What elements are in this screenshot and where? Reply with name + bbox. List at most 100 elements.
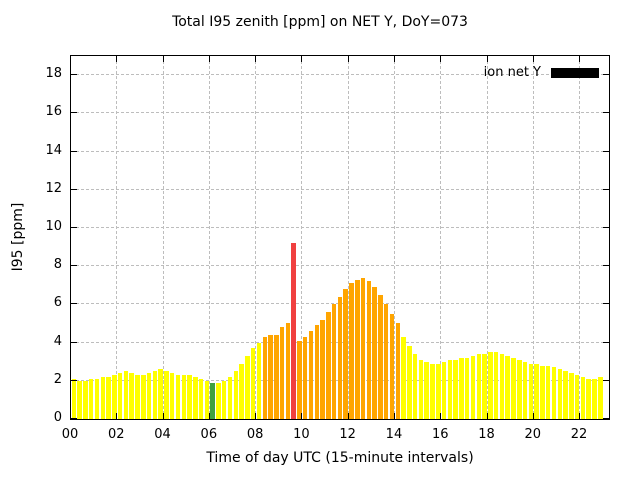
bar — [302, 336, 308, 419]
bar — [383, 304, 389, 419]
y-tick-label: 12 — [45, 180, 62, 196]
x-tick-label: 14 — [385, 427, 403, 442]
y-tickmark — [71, 265, 77, 267]
bar — [557, 369, 563, 419]
y-tickmark — [603, 265, 609, 267]
bar — [146, 373, 152, 419]
gridline — [116, 56, 118, 419]
bar — [378, 294, 383, 419]
bar — [459, 357, 464, 419]
x-tickmark — [579, 413, 581, 419]
bar — [123, 371, 129, 419]
x-tick-label: 12 — [339, 427, 356, 442]
y-tickmark — [71, 303, 77, 305]
bar — [436, 363, 441, 419]
y-tick-label: 10 — [45, 218, 62, 234]
bar — [534, 363, 539, 419]
x-axis-label: Time of day UTC (15-minute intervals) — [206, 450, 474, 466]
plot-area: ion net Y — [70, 55, 610, 420]
x-tickmark — [440, 56, 442, 62]
x-tickmark — [486, 413, 488, 419]
bar — [511, 357, 516, 419]
gridline — [71, 150, 609, 152]
bar — [117, 373, 123, 419]
x-tickmark — [116, 56, 118, 62]
gridline — [71, 188, 609, 190]
bar — [395, 323, 401, 419]
bar — [77, 380, 82, 419]
bar — [233, 371, 239, 419]
bar — [175, 375, 181, 419]
gridline — [532, 56, 534, 419]
x-tick-label: 02 — [107, 427, 125, 442]
x-tickmark — [70, 413, 71, 419]
bar — [598, 376, 603, 419]
bar — [499, 354, 505, 419]
bar — [464, 357, 470, 419]
bar — [563, 371, 568, 419]
y-tickmark — [603, 226, 609, 228]
gridline — [255, 56, 257, 419]
x-tickmark — [162, 413, 164, 419]
bar — [204, 380, 210, 419]
bar — [418, 359, 424, 419]
x-tickmark — [208, 56, 210, 62]
x-tick-label: 08 — [246, 427, 264, 442]
x-tick-label: 04 — [154, 427, 171, 442]
bar — [580, 376, 586, 419]
bar — [158, 369, 163, 419]
y-tickmark — [603, 379, 609, 381]
bar — [245, 355, 250, 419]
x-tick-label: 16 — [431, 427, 449, 442]
bar — [308, 331, 314, 419]
bar — [337, 296, 343, 419]
bar — [193, 376, 198, 419]
bar — [424, 361, 429, 419]
bar — [227, 376, 233, 419]
bar — [291, 243, 296, 419]
gridline — [301, 56, 303, 419]
gridline — [71, 226, 609, 228]
bar — [279, 327, 285, 419]
bar — [453, 359, 458, 419]
x-tick-label: 00 — [61, 427, 79, 442]
x-tickmark — [301, 413, 303, 419]
x-tick-label: 10 — [293, 427, 310, 442]
bar — [505, 355, 510, 419]
bar — [331, 304, 337, 419]
bar — [320, 319, 325, 419]
x-tickmark — [301, 56, 303, 62]
bar — [216, 382, 221, 419]
legend-swatch — [551, 67, 599, 78]
bar — [493, 352, 499, 419]
bar — [268, 334, 273, 419]
y-tickmark — [603, 150, 609, 152]
gridline — [486, 56, 488, 419]
x-tickmark — [347, 413, 349, 419]
x-tickmark — [347, 56, 349, 62]
bar — [198, 378, 204, 419]
x-tickmark — [162, 56, 164, 62]
bar — [569, 373, 574, 419]
bar — [222, 380, 227, 419]
bar — [528, 363, 534, 419]
x-tickmark — [579, 56, 581, 62]
bar — [470, 355, 476, 419]
bar — [181, 375, 186, 419]
bar — [360, 277, 366, 419]
y-tick-label: 14 — [45, 142, 62, 158]
bar — [592, 378, 597, 419]
bar — [430, 363, 435, 419]
gridline — [162, 56, 164, 419]
x-tickmark — [486, 56, 488, 62]
bar — [88, 378, 94, 419]
bar — [210, 382, 215, 419]
y-tickmark — [603, 303, 609, 305]
x-tick-label: 18 — [478, 427, 495, 442]
bar — [187, 375, 192, 419]
bar — [152, 371, 158, 419]
x-tickmark — [116, 413, 118, 419]
gridline — [71, 265, 609, 267]
x-tickmark — [532, 56, 534, 62]
